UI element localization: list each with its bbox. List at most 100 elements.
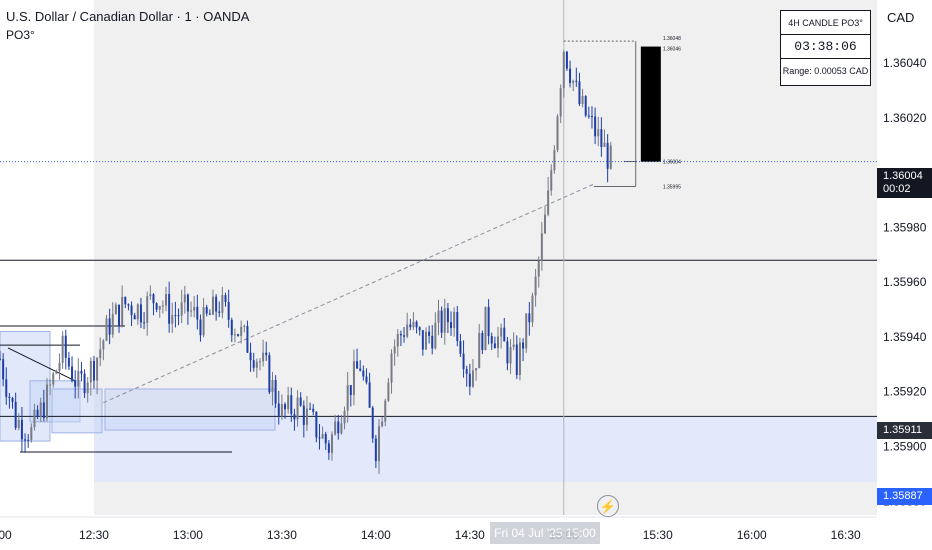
candle-body <box>531 295 534 323</box>
candle-body <box>258 361 261 363</box>
time-tick-label: 13:30 <box>267 528 297 542</box>
candle-body <box>168 294 171 324</box>
candle-body <box>572 80 575 83</box>
candle-body <box>490 336 493 344</box>
time-tick-label: 2:00 <box>0 528 12 542</box>
range-box <box>104 388 276 431</box>
candle-body <box>111 314 114 335</box>
candle-body <box>374 438 377 462</box>
candle-body <box>343 410 346 424</box>
candle-body <box>553 150 556 171</box>
candle-body <box>190 310 193 312</box>
candle-body <box>518 342 521 376</box>
candle-body <box>14 401 17 428</box>
candle-body <box>186 294 189 312</box>
candle-body <box>559 88 562 117</box>
time-tick-label: 13:00 <box>173 528 203 542</box>
trend-line <box>7 347 76 382</box>
candle-body <box>387 382 390 401</box>
candle-body <box>503 327 506 342</box>
candle-body <box>252 360 255 368</box>
candle-body <box>475 368 478 371</box>
candle-body <box>340 423 343 434</box>
candle-body <box>309 408 312 410</box>
candle-body <box>324 433 327 444</box>
replay-bolt-icon[interactable]: ⚡ <box>597 495 619 517</box>
price-axis: 1.36040 1.36020 1.35980 1.35960 1.35940 1.359… <box>883 56 927 508</box>
candle-body <box>218 311 221 313</box>
candle-body <box>587 115 590 117</box>
po3-level-label: 1.36048 <box>663 36 681 42</box>
candle-body <box>609 145 612 169</box>
candle-body <box>39 402 42 418</box>
candles <box>0 50 612 475</box>
candle-body <box>158 306 161 310</box>
candle-body <box>139 304 142 323</box>
time-tick-label: 14:00 <box>361 528 391 542</box>
candle-body <box>42 402 45 419</box>
candle-body <box>161 305 164 307</box>
candle-body <box>17 419 20 428</box>
candle-body <box>299 397 302 406</box>
candle-body <box>453 312 456 329</box>
candle-body <box>130 305 133 316</box>
candle-body <box>384 400 387 422</box>
currency-label[interactable]: CAD <box>887 10 915 25</box>
candle-body <box>193 306 196 311</box>
candle-body <box>406 324 409 337</box>
indicator-label[interactable]: PO3° <box>6 28 35 42</box>
candle-body <box>224 295 227 302</box>
candle-body <box>431 335 434 349</box>
candle-body <box>468 373 471 387</box>
candle-body <box>183 294 186 303</box>
candle-body <box>565 51 568 69</box>
candle-body <box>20 419 23 440</box>
candle-body <box>208 313 211 315</box>
candle-body <box>543 214 546 234</box>
candle-body <box>277 403 280 417</box>
candle-body <box>484 306 487 351</box>
candle-body <box>27 439 30 441</box>
candle-body <box>86 382 89 394</box>
candle-body <box>321 433 324 439</box>
candle-body <box>456 312 459 342</box>
candle-body <box>227 301 230 320</box>
candle-body <box>211 296 214 315</box>
candle-body <box>569 68 572 83</box>
candle-countdown: 03:38:06 <box>781 35 870 59</box>
candle-body <box>0 358 1 360</box>
candle-body <box>393 346 396 354</box>
candle-body <box>352 361 355 395</box>
candle-body <box>262 352 265 362</box>
po3-level-label: 1.36004 <box>663 160 681 166</box>
candle-body <box>600 129 603 147</box>
time-tick-label: 16:30 <box>831 528 861 542</box>
candle-body <box>58 362 61 371</box>
candle-body <box>318 437 321 439</box>
candle-body <box>506 341 509 364</box>
candle-body <box>199 319 202 336</box>
candle-body <box>136 304 139 320</box>
candle-body <box>233 334 236 336</box>
candle-body <box>424 331 427 350</box>
candle-body <box>562 51 565 89</box>
price-tick-label: 1.35980 <box>883 220 927 234</box>
candle-body <box>331 434 334 453</box>
candle-body <box>215 296 218 312</box>
bar-countdown: 00:02 <box>883 183 911 195</box>
candle-body <box>365 376 368 383</box>
candle-body <box>525 313 528 349</box>
candle-body <box>434 322 437 349</box>
candle-info-box: 4H CANDLE PO3° 03:38:06 Range: 0.00053 C… <box>780 10 871 86</box>
price-tick-label: 1.35900 <box>883 440 927 454</box>
candle-body <box>83 373 86 394</box>
symbol-title[interactable]: U.S. Dollar / Canadian Dollar · 1 · OAND… <box>6 9 250 24</box>
candle-body <box>421 330 424 350</box>
candle-body <box>522 342 525 349</box>
candle-body <box>74 380 77 387</box>
candle-body <box>403 335 406 337</box>
candle-body <box>497 336 500 349</box>
po3-candle <box>640 46 661 162</box>
price-tick-label: 1.36040 <box>883 56 927 70</box>
